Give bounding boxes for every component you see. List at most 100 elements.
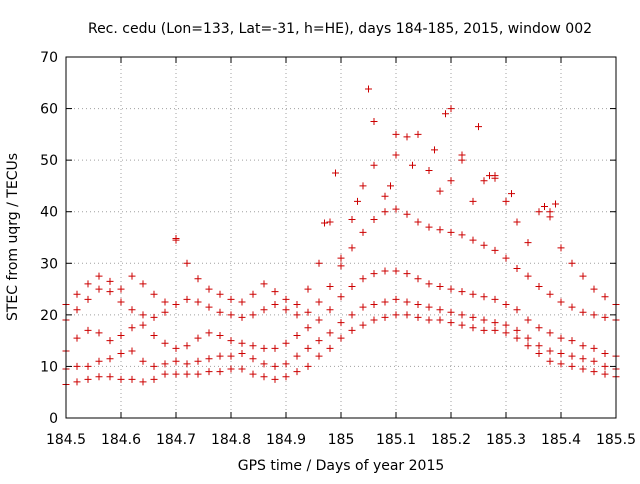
data-point [227, 352, 235, 360]
x-tick-label: 184.6 [101, 432, 141, 448]
data-point [348, 244, 356, 252]
data-point [106, 337, 114, 345]
data-point [590, 368, 598, 376]
data-point [502, 329, 510, 337]
data-point [117, 285, 125, 293]
data-point [227, 311, 235, 319]
data-point [249, 290, 257, 298]
data-point [436, 226, 444, 234]
data-point [568, 352, 576, 360]
data-point [546, 290, 554, 298]
grid-lines [66, 57, 616, 418]
data-point [491, 319, 499, 327]
data-point [73, 306, 81, 314]
data-point [117, 298, 125, 306]
data-point [370, 117, 378, 125]
data-point [304, 362, 312, 370]
data-point [579, 342, 587, 350]
data-point [436, 282, 444, 290]
x-tick-label: 185.5 [596, 432, 636, 448]
data-point [370, 316, 378, 324]
data-point [370, 270, 378, 278]
data-point [326, 282, 334, 290]
data-point [73, 334, 81, 342]
data-point [359, 275, 367, 283]
data-point [568, 337, 576, 345]
data-point [425, 316, 433, 324]
data-point [359, 303, 367, 311]
data-point [194, 298, 202, 306]
data-point [425, 303, 433, 311]
data-point [304, 344, 312, 352]
data-point [106, 288, 114, 296]
data-point [293, 311, 301, 319]
data-point [601, 313, 609, 321]
data-point [601, 350, 609, 358]
data-point [95, 357, 103, 365]
data-point [392, 311, 400, 319]
y-tick-label: 50 [40, 153, 58, 169]
data-point [128, 272, 136, 280]
data-point [216, 290, 224, 298]
data-point [183, 342, 191, 350]
data-point [194, 334, 202, 342]
data-point [172, 357, 180, 365]
x-tick-label: 185.1 [376, 432, 416, 448]
data-point [332, 169, 339, 177]
data-point [348, 282, 356, 290]
data-point [260, 280, 268, 288]
data-point [436, 316, 444, 324]
data-point [579, 308, 587, 316]
data-point [502, 197, 510, 205]
x-tick-label: 184.9 [266, 432, 306, 448]
data-point [436, 306, 444, 314]
data-point [480, 326, 488, 334]
x-tick-label: 184.5 [46, 432, 86, 448]
data-point [172, 301, 180, 309]
data-point [370, 215, 378, 223]
data-point [552, 200, 559, 208]
data-point [381, 267, 389, 275]
data-point [579, 355, 587, 363]
data-point [326, 344, 334, 352]
data-point [216, 368, 224, 376]
data-point [321, 219, 328, 227]
data-points [62, 85, 620, 388]
data-point [425, 223, 433, 231]
data-point [590, 344, 598, 352]
data-point [271, 375, 279, 383]
data-point [557, 334, 565, 342]
data-point [227, 295, 235, 303]
data-point [260, 360, 268, 368]
data-point [524, 334, 532, 342]
data-point [513, 326, 521, 334]
data-point [447, 285, 455, 293]
y-tick-label: 30 [40, 256, 58, 272]
data-point [238, 298, 246, 306]
data-point [260, 373, 268, 381]
data-point [172, 344, 180, 352]
data-point [590, 285, 598, 293]
data-point [458, 288, 466, 296]
data-point [117, 331, 125, 339]
data-point [161, 298, 169, 306]
data-point [293, 368, 301, 376]
data-point [150, 331, 158, 339]
data-point [469, 236, 477, 244]
data-point [381, 192, 389, 200]
data-point [447, 105, 455, 113]
data-point [392, 130, 400, 138]
data-point [183, 259, 191, 267]
data-point [370, 301, 378, 309]
data-point [205, 355, 213, 363]
data-point [524, 272, 532, 280]
data-point [315, 259, 323, 267]
data-point [469, 313, 477, 321]
data-point [508, 190, 515, 198]
data-point [260, 344, 268, 352]
data-point [238, 350, 246, 358]
data-point [359, 228, 367, 236]
data-point [458, 321, 466, 329]
data-point [535, 350, 543, 358]
